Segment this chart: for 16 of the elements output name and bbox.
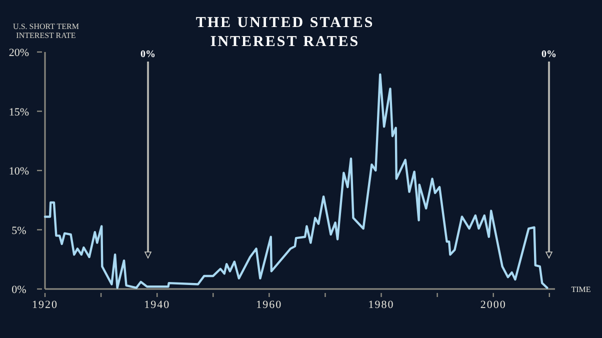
y-tick-label: 0% bbox=[12, 284, 26, 296]
y-tick-label: 5% bbox=[12, 224, 26, 237]
annotation: 0% bbox=[542, 49, 556, 60]
y-axis-title: U.S. SHORT TERM INTEREST RATE bbox=[13, 22, 79, 40]
x-tick-label: 1920 bbox=[32, 299, 58, 311]
x-tick-label: 1980 bbox=[368, 299, 394, 311]
y-tick-label: 10% bbox=[8, 166, 30, 178]
y-tick-label: 15% bbox=[8, 106, 30, 118]
x-axis-title: TIME bbox=[571, 285, 591, 294]
annotation: 0% bbox=[140, 49, 156, 60]
x-tick-label: 1940 bbox=[144, 299, 170, 311]
line-series bbox=[44, 73, 548, 289]
x-tick-label: 2000 bbox=[480, 299, 506, 311]
chart-title: THE UNITED STATES INTEREST RATES bbox=[196, 15, 374, 50]
x-tick-label: 1960 bbox=[256, 299, 282, 311]
y-tick-label: 20% bbox=[8, 47, 30, 59]
